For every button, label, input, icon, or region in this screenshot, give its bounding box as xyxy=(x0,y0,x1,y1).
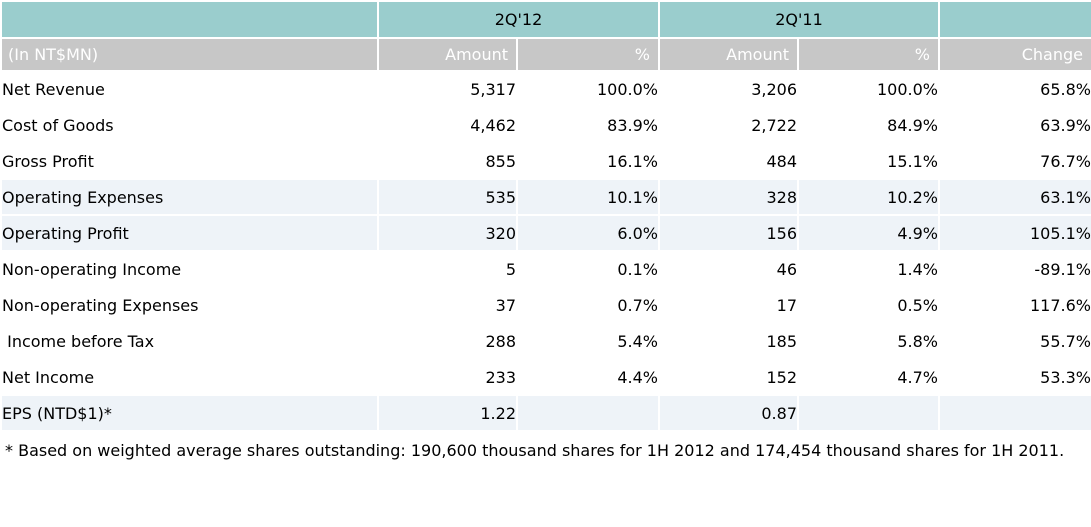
table-row: Non-operating Income 5 0.1% 46 1.4% -89.1% xyxy=(0,250,1091,288)
pct-2q11-cell: 1.4% xyxy=(797,250,940,288)
amount-2q11-cell: 2,722 xyxy=(658,106,799,144)
table-row: EPS (NTD$1)* 1.22 0.87 xyxy=(0,394,1091,432)
amount-2q11-cell: 46 xyxy=(658,250,799,288)
change-cell: 117.6% xyxy=(938,286,1091,324)
footnote: * Based on weighted average shares outst… xyxy=(5,441,1065,460)
amount-2q11-cell: 17 xyxy=(658,286,799,324)
column-header-amount-2q11: Amount xyxy=(658,37,799,72)
table-row: Net Income 233 4.4% 152 4.7% 53.3% xyxy=(0,358,1091,396)
pct-2q12-cell: 0.7% xyxy=(516,286,660,324)
pct-2q12-cell: 5.4% xyxy=(516,322,660,360)
column-header-change: Change xyxy=(938,37,1091,72)
pct-2q12-cell: 0.1% xyxy=(516,250,660,288)
pct-2q11-cell: 5.8% xyxy=(797,322,940,360)
row-label-cell: Operating Profit xyxy=(0,214,379,252)
table-row: Gross Profit 855 16.1% 484 15.1% 76.7% xyxy=(0,142,1091,180)
table-row: Non-operating Expenses 37 0.7% 17 0.5% 117.6% xyxy=(0,286,1091,324)
row-label-cell: Cost of Goods xyxy=(0,106,379,144)
period-header-2q12: 2Q'12 xyxy=(377,0,660,39)
pct-2q12-cell: 10.1% xyxy=(516,178,660,216)
row-label-cell: Gross Profit xyxy=(0,142,379,180)
amount-2q11-cell: 185 xyxy=(658,322,799,360)
row-label-cell: Non-operating Expenses xyxy=(0,286,379,324)
column-header-row: (In NT$MN) Amount % Amount % Change xyxy=(0,37,1091,72)
amount-2q12-cell: 855 xyxy=(377,142,518,180)
amount-2q11-cell: 0.87 xyxy=(658,394,799,432)
row-label-cell: EPS (NTD$1)* xyxy=(0,394,379,432)
pct-2q12-cell: 83.9% xyxy=(516,106,660,144)
table-row: Operating Expenses 535 10.1% 328 10.2% 63.1% xyxy=(0,178,1091,216)
change-cell: 76.7% xyxy=(938,142,1091,180)
change-cell xyxy=(938,394,1091,432)
period-header-row: 2Q'12 2Q'11 xyxy=(0,0,1091,39)
pct-2q12-cell xyxy=(516,394,660,432)
amount-2q11-cell: 152 xyxy=(658,358,799,396)
pct-2q11-cell: 84.9% xyxy=(797,106,940,144)
row-label-cell: Net Income xyxy=(0,358,379,396)
income-statement-table: 2Q'12 2Q'11 (In NT$MN) Amount % Amount %… xyxy=(0,0,1091,432)
table-body: Net Revenue 5,317 100.0% 3,206 100.0% 65.8% Co… xyxy=(0,70,1091,432)
column-header-amount-2q12: Amount xyxy=(377,37,518,72)
table-row: Operating Profit 320 6.0% 156 4.9% 105.1% xyxy=(0,214,1091,252)
amount-2q11-cell: 3,206 xyxy=(658,70,799,108)
pct-2q11-cell: 0.5% xyxy=(797,286,940,324)
change-cell: 53.3% xyxy=(938,358,1091,396)
amount-2q12-cell: 4,462 xyxy=(377,106,518,144)
corner-cell xyxy=(0,0,379,39)
amount-2q11-cell: 156 xyxy=(658,214,799,252)
change-cell: 55.7% xyxy=(938,322,1091,360)
pct-2q12-cell: 6.0% xyxy=(516,214,660,252)
amount-2q12-cell: 1.22 xyxy=(377,394,518,432)
row-label-cell: Net Revenue xyxy=(0,70,379,108)
pct-2q12-cell: 4.4% xyxy=(516,358,660,396)
amount-2q11-cell: 328 xyxy=(658,178,799,216)
pct-2q11-cell: 15.1% xyxy=(797,142,940,180)
change-cell: 63.1% xyxy=(938,178,1091,216)
amount-2q12-cell: 320 xyxy=(377,214,518,252)
table-row: Cost of Goods 4,462 83.9% 2,722 84.9% 63.9% xyxy=(0,106,1091,144)
amount-2q12-cell: 535 xyxy=(377,178,518,216)
pct-2q11-cell: 10.2% xyxy=(797,178,940,216)
pct-2q11-cell: 4.9% xyxy=(797,214,940,252)
period-header-2q11: 2Q'11 xyxy=(658,0,940,39)
amount-2q12-cell: 5 xyxy=(377,250,518,288)
pct-2q12-cell: 100.0% xyxy=(516,70,660,108)
table-row: Income before Tax 288 5.4% 185 5.8% 55.7% xyxy=(0,322,1091,360)
unit-label: (In NT$MN) xyxy=(0,37,379,72)
amount-2q12-cell: 288 xyxy=(377,322,518,360)
change-cell: 63.9% xyxy=(938,106,1091,144)
pct-2q12-cell: 16.1% xyxy=(516,142,660,180)
change-cell: 105.1% xyxy=(938,214,1091,252)
amount-2q12-cell: 5,317 xyxy=(377,70,518,108)
table-row: Net Revenue 5,317 100.0% 3,206 100.0% 65.8% xyxy=(0,70,1091,108)
change-spacer-cell xyxy=(938,0,1091,39)
amount-2q11-cell: 484 xyxy=(658,142,799,180)
change-cell: 65.8% xyxy=(938,70,1091,108)
column-header-pct-2q11: % xyxy=(797,37,940,72)
row-label-cell: Operating Expenses xyxy=(0,178,379,216)
pct-2q11-cell: 4.7% xyxy=(797,358,940,396)
change-cell: -89.1% xyxy=(938,250,1091,288)
pct-2q11-cell: 100.0% xyxy=(797,70,940,108)
amount-2q12-cell: 233 xyxy=(377,358,518,396)
row-label-cell: Income before Tax xyxy=(0,322,379,360)
column-header-pct-2q12: % xyxy=(516,37,660,72)
row-label-cell: Non-operating Income xyxy=(0,250,379,288)
amount-2q12-cell: 37 xyxy=(377,286,518,324)
pct-2q11-cell xyxy=(797,394,940,432)
